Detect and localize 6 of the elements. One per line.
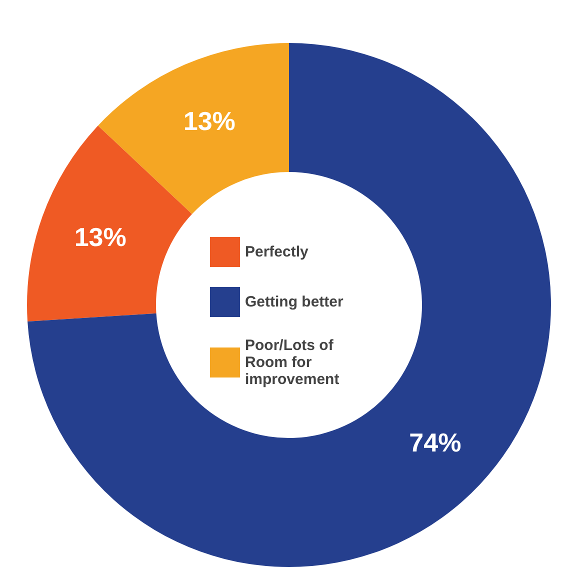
legend-label: Getting better (245, 294, 344, 310)
legend-label: Poor/Lots of Room for improvement (245, 337, 340, 388)
data-label: 74% (409, 427, 462, 458)
data-label: 13% (183, 106, 236, 136)
data-label: 13% (74, 222, 126, 252)
legend-label: Perfectly (245, 244, 310, 260)
